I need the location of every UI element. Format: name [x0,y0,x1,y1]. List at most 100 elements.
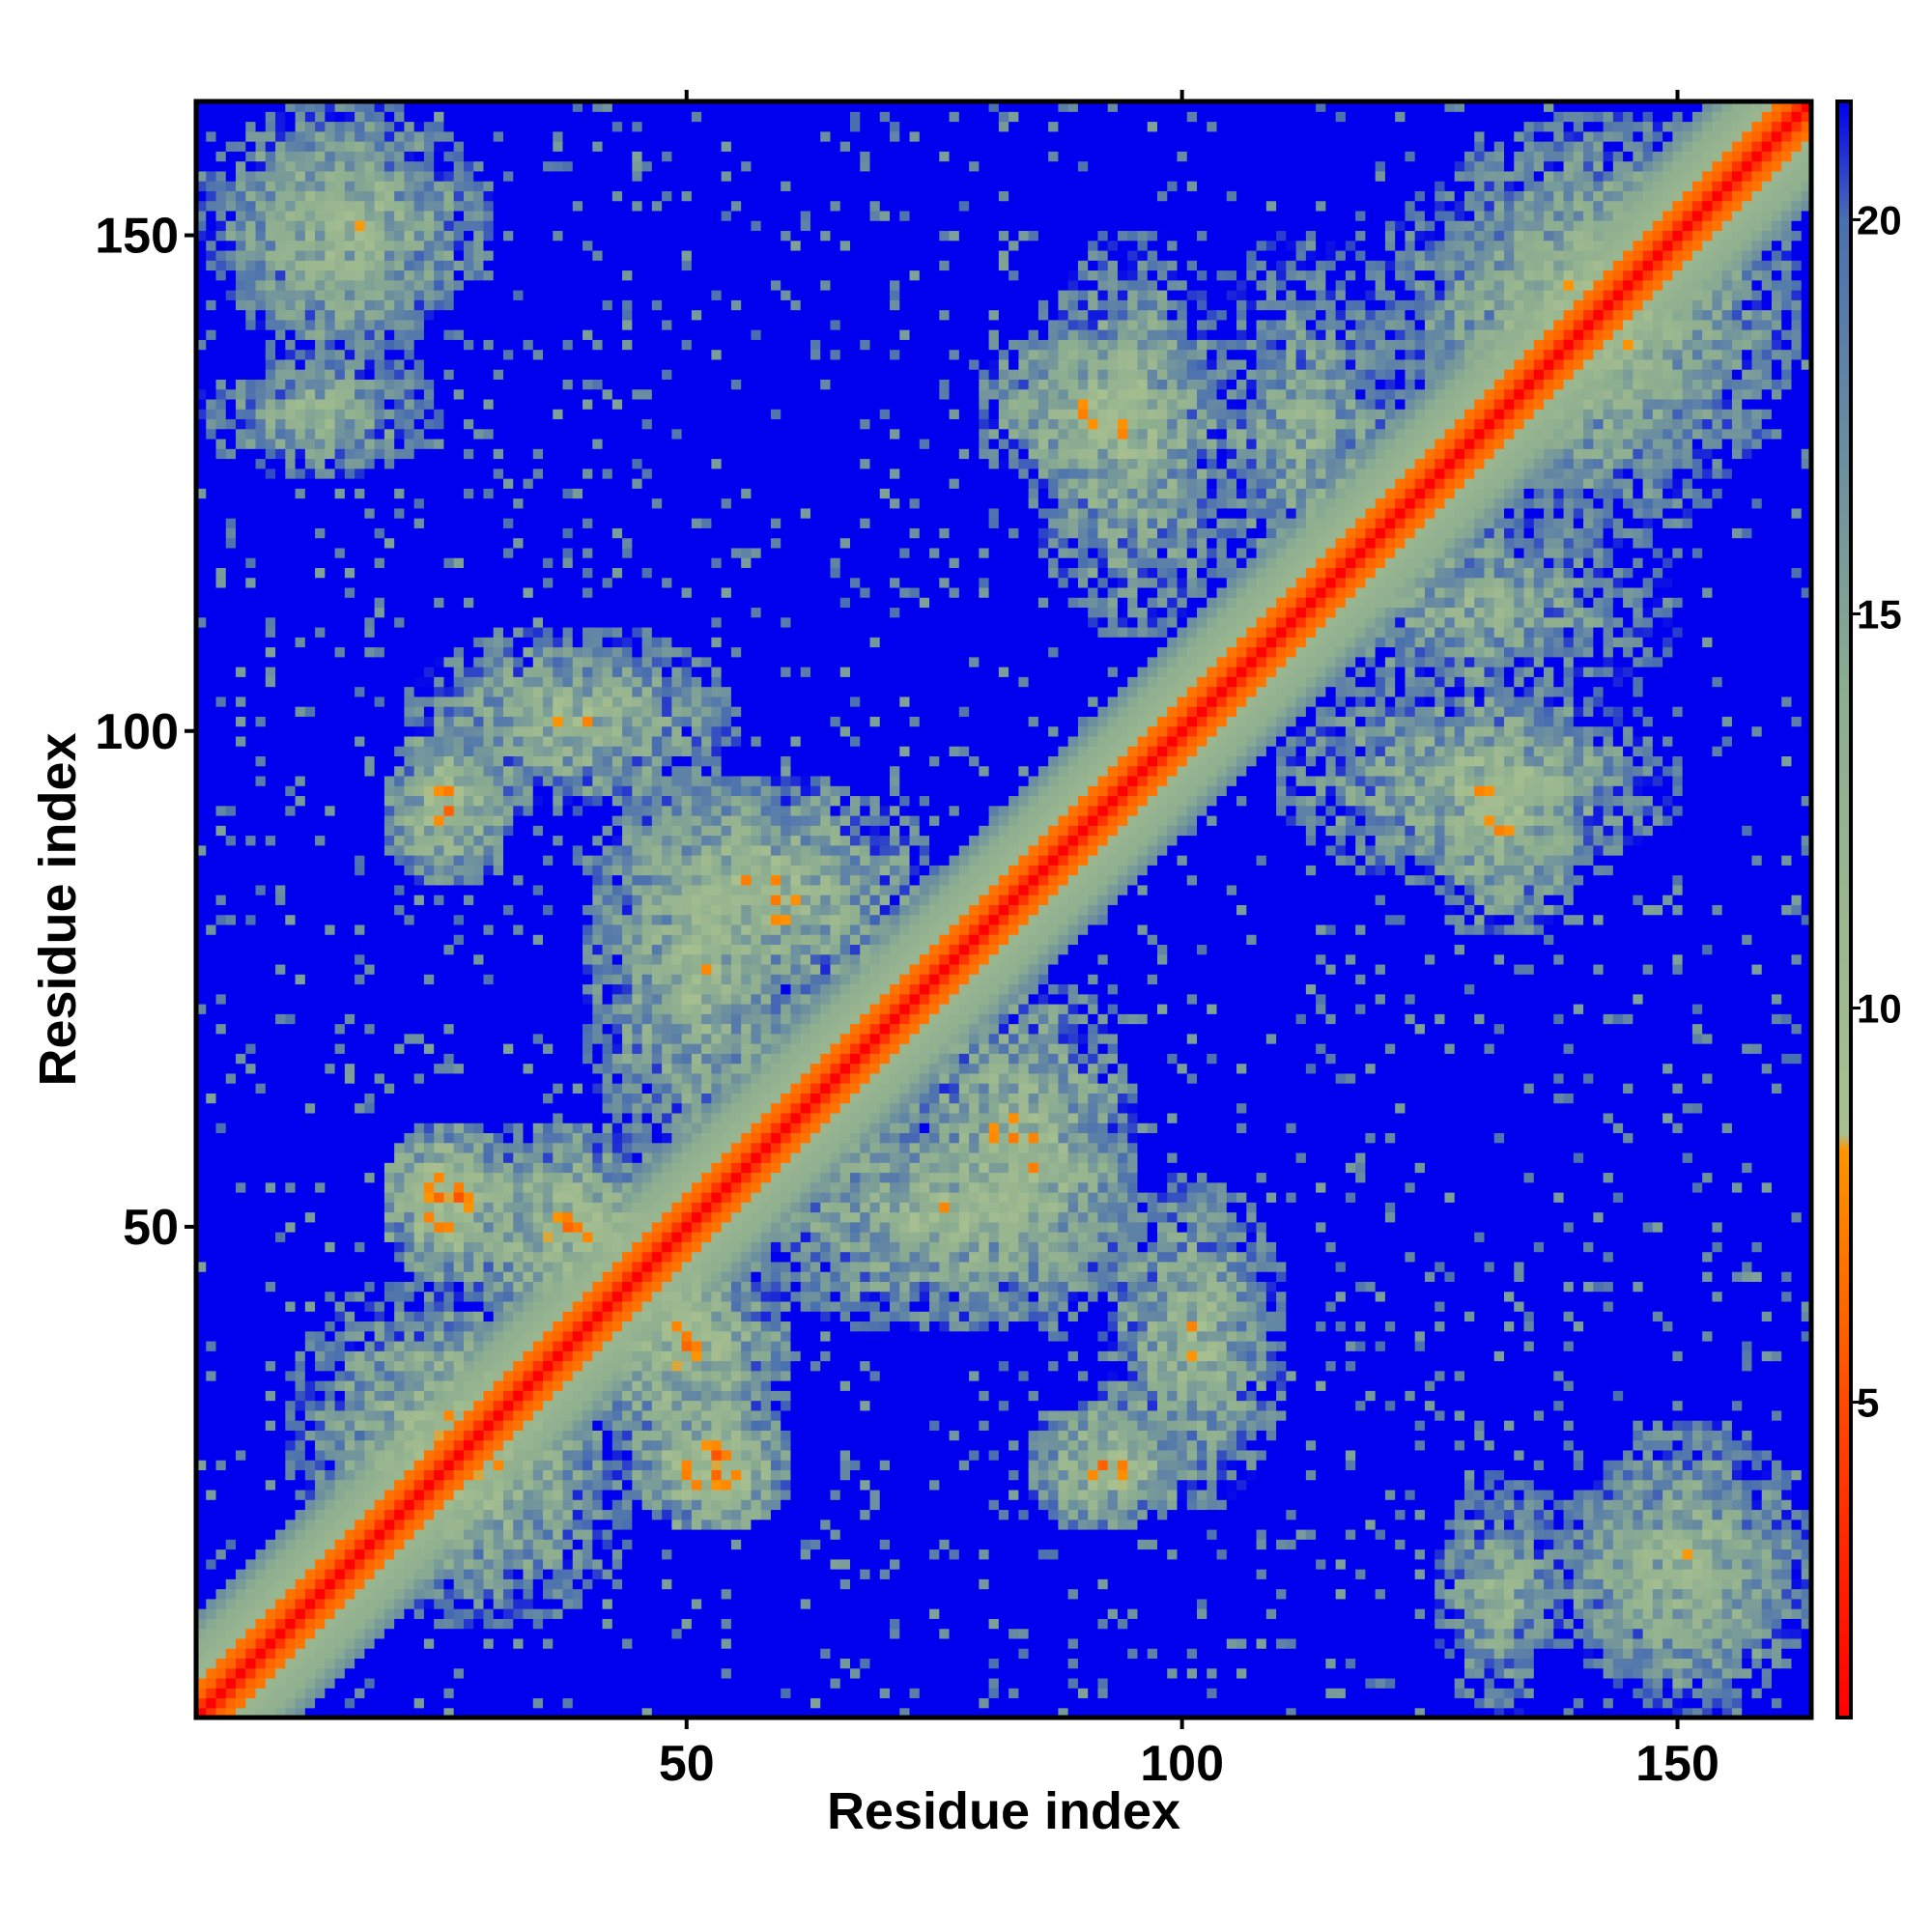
heatmap-cell [375,964,385,975]
heatmap-cell [335,181,346,191]
heatmap-cell [364,329,375,340]
heatmap-cell [345,1113,355,1123]
heatmap-cell [266,1004,276,1014]
heatmap-cell [216,538,227,549]
heatmap-cell [483,1321,494,1331]
heatmap-cell [266,755,276,766]
heatmap-cell [335,924,346,935]
heatmap-cell [483,1331,494,1342]
heatmap-cell [325,1638,335,1649]
heatmap-cell [216,567,227,578]
heatmap-cell [443,1034,454,1044]
heatmap-cell [256,151,267,161]
heatmap-cell [473,1618,484,1629]
heatmap-cell [443,567,454,578]
heatmap-cell [404,1361,414,1372]
heatmap-cell [256,785,267,796]
heatmap-cell [345,508,355,519]
heatmap-cell [375,439,385,449]
heatmap-cell [384,944,395,954]
heatmap-cell [443,1569,454,1579]
heatmap-cell [384,676,395,687]
heatmap-cell [315,716,326,726]
heatmap-cell [434,111,444,122]
heatmap-cell [473,141,484,152]
heatmap-cell [404,627,414,638]
heatmap-cell [424,1490,435,1500]
heatmap-cell [394,111,405,122]
heatmap-cell [454,131,465,142]
heatmap-cell [375,1043,385,1054]
heatmap-cell [285,934,296,945]
heatmap-cell [305,359,316,370]
heatmap-cell [473,1024,484,1035]
heatmap-cell [434,647,444,658]
heatmap-cell [384,1520,395,1530]
heatmap-cell [404,1202,414,1212]
heatmap-cell [494,1678,504,1689]
heatmap-cell [335,904,346,915]
heatmap-cell [464,299,474,310]
heatmap-cell [364,350,375,360]
heatmap-cell [245,488,256,498]
heatmap-cell [315,122,326,132]
heatmap-cell [434,1618,444,1629]
heatmap-cell [335,310,346,321]
heatmap-cell [454,1143,465,1153]
heatmap-cell [285,1053,296,1064]
heatmap-cell [226,1589,237,1600]
heatmap-cell [375,716,385,726]
heatmap-cell [375,557,385,568]
heatmap-cell [206,538,216,549]
heatmap-cell [315,1182,326,1193]
heatmap-cell [414,706,425,717]
heatmap-cell [454,1638,465,1649]
heatmap-cell [305,637,316,647]
heatmap-cell [216,795,227,806]
heatmap-cell [494,795,504,806]
heatmap-cell [434,1281,444,1292]
heatmap-cell [434,181,444,191]
heatmap-cell [404,785,414,796]
heatmap-cell [375,1252,385,1263]
heatmap-cell [473,459,484,469]
heatmap-cell [464,587,474,598]
heatmap-cell [206,290,216,300]
heatmap-cell [305,1629,316,1639]
heatmap-cell [206,211,216,221]
heatmap-cell [364,399,375,410]
heatmap-cell [226,836,237,846]
heatmap-cell [256,1281,267,1292]
heatmap-cell [464,1638,474,1649]
heatmap-cell [275,448,286,459]
heatmap-cell [375,1292,385,1302]
heatmap-cell [206,448,216,459]
heatmap-cell [206,1034,216,1044]
heatmap-cell [443,211,454,221]
heatmap-cell [454,1043,465,1054]
heatmap-cell [206,1132,216,1143]
heatmap-cell [216,350,227,360]
heatmap-cell [434,657,444,668]
heatmap-cell [454,1629,465,1639]
heatmap-cell [236,755,246,766]
heatmap-cell [394,429,405,440]
heatmap-cell [464,548,474,558]
heatmap-cell [305,1618,316,1629]
heatmap-cell [375,1569,385,1579]
heatmap-cell [404,151,414,161]
heatmap-cell [325,915,335,925]
heatmap-cell [245,1132,256,1143]
heatmap-cell [404,726,414,737]
heatmap-cell [236,1668,246,1679]
heatmap-cell [315,647,326,658]
heatmap-cell [364,1182,375,1193]
heatmap-cell [325,597,335,608]
heatmap-cell [404,647,414,658]
heatmap-cell [355,627,365,638]
heatmap-cell [404,587,414,598]
heatmap-cell [285,1122,296,1133]
heatmap-cell [384,1401,395,1411]
heatmap-cell [285,736,296,747]
heatmap-cell [345,429,355,440]
